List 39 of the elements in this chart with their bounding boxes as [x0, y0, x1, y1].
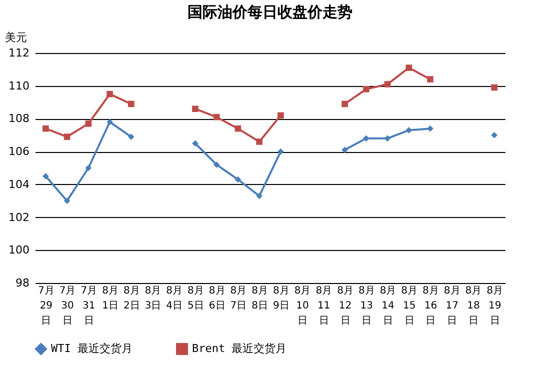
x-tick-label: 8月1日	[102, 286, 118, 312]
y-tick-label: 108	[8, 112, 30, 126]
legend-label: WTI 最近交货月	[51, 342, 132, 355]
y-tick-label: 104	[8, 178, 30, 191]
x-tick-label: 8月5日	[188, 286, 204, 312]
x-tick-label: 8月8日	[252, 286, 268, 312]
y-tick-label: 100	[8, 244, 30, 257]
x-tick-label: 8月7日	[230, 286, 247, 312]
x-tick-label: 8月17日	[444, 286, 460, 326]
x-tick-label: 8月15日	[401, 286, 418, 326]
x-tick-label: 8月12日	[337, 286, 354, 326]
x-tick-label: 8月9日	[272, 286, 290, 312]
point	[64, 198, 70, 204]
x-tick-label: 7月29日	[38, 286, 54, 326]
x-tick-label: 8月10日	[294, 286, 311, 326]
point	[85, 164, 92, 172]
y-tick-label: 112	[8, 46, 30, 60]
x-tick-label: 8月14日	[380, 286, 396, 326]
x-tick-label: 8月16日	[422, 286, 439, 326]
y-tick-label: 110	[8, 79, 30, 92]
y-tick-label: 106	[8, 145, 30, 158]
chart-title: 国际油价每日收盘价走势	[188, 3, 352, 21]
y-axis-title: 美元	[5, 31, 27, 44]
x-tick-label: 8月2日	[123, 286, 140, 312]
x-tick-label: 8月19日	[486, 286, 504, 326]
point	[42, 173, 49, 180]
x-tick-label: 8月3日	[144, 286, 162, 312]
x-tick-label: 8月6日	[208, 286, 226, 312]
x-tick-label: 8月18日	[465, 286, 482, 326]
x-tick-label: 7月30日	[59, 286, 76, 326]
x-tick-label: 8月4日	[166, 286, 183, 312]
y-tick-label: 102	[8, 210, 30, 224]
point	[491, 84, 498, 91]
y-tick-label: 98	[16, 276, 30, 290]
legend-label: Brent 最近交货月	[192, 342, 287, 355]
x-tick-label: 8月13日	[358, 286, 375, 326]
x-tick-label: 7月31日	[80, 286, 98, 326]
x-tick-label: 8月11日	[316, 286, 332, 326]
point	[491, 132, 498, 138]
